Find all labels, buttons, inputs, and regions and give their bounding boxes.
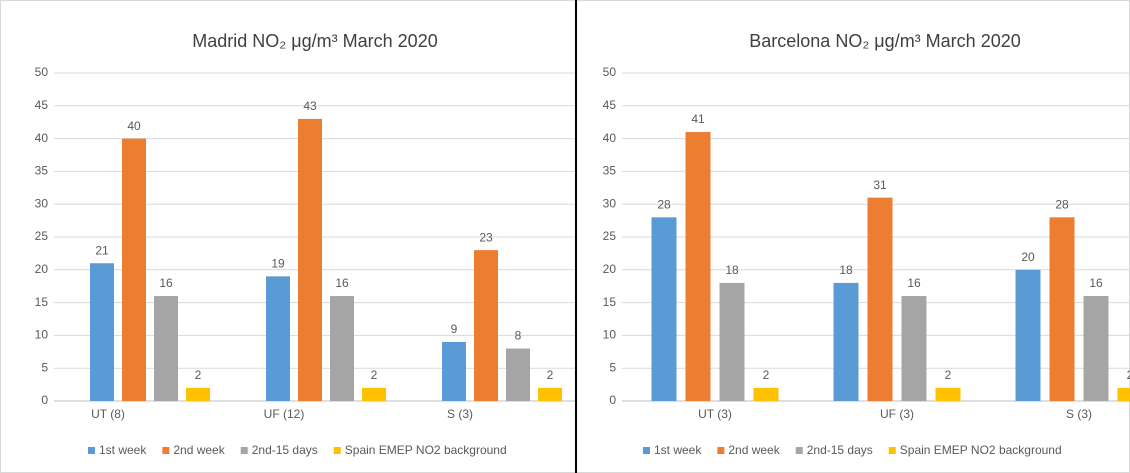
x-tick-label: UF (3) xyxy=(880,407,914,421)
y-tick-label: 0 xyxy=(609,393,616,407)
x-tick-label: UT (8) xyxy=(91,407,125,421)
data-label: 31 xyxy=(873,178,887,192)
bar xyxy=(867,197,893,401)
data-label: 2 xyxy=(195,368,202,382)
bar xyxy=(651,217,677,401)
y-tick-label: 20 xyxy=(35,262,49,276)
data-label: 23 xyxy=(479,230,493,244)
data-label: 18 xyxy=(725,263,739,277)
bar xyxy=(122,138,146,401)
bar xyxy=(833,282,859,401)
data-label: 19 xyxy=(271,257,285,271)
data-label: 21 xyxy=(95,243,109,257)
y-tick-label: 35 xyxy=(35,164,49,178)
data-label: 2 xyxy=(1127,368,1130,382)
legend-swatch xyxy=(162,447,170,454)
y-tick-label: 10 xyxy=(35,328,49,342)
x-tick-label: S (3) xyxy=(1066,407,1092,421)
bar xyxy=(362,387,386,401)
data-label: 2 xyxy=(763,368,770,382)
y-tick-label: 35 xyxy=(603,164,617,178)
bar xyxy=(266,276,290,401)
bar xyxy=(719,282,745,401)
bar xyxy=(90,263,114,401)
bar xyxy=(298,118,322,402)
data-label: 9 xyxy=(451,322,458,336)
bar xyxy=(753,387,779,401)
x-tick-label: UF (12) xyxy=(264,407,305,421)
legend-label: 2nd week xyxy=(728,443,780,457)
panel: Madrid NO₂ μg/m³ March 2020 0 5 10 15 20 25 30 3… xyxy=(35,31,575,457)
x-tick-label: UT (3) xyxy=(698,407,732,421)
y-tick-label: 15 xyxy=(603,295,617,309)
data-label: 16 xyxy=(159,276,173,290)
y-tick-label: 10 xyxy=(603,328,617,342)
data-label: 41 xyxy=(691,112,705,126)
legend-swatch xyxy=(240,447,248,454)
y-tick-label: 0 xyxy=(41,393,48,407)
legend-label: 2nd-15 days xyxy=(252,443,318,457)
data-label: 2 xyxy=(945,368,952,382)
data-label: 40 xyxy=(127,119,141,133)
data-label: 8 xyxy=(515,329,522,343)
legend-label: 2nd week xyxy=(173,443,225,457)
bar xyxy=(186,387,210,401)
chart-title: Madrid NO₂ μg/m³ March 2020 xyxy=(192,31,437,51)
y-tick-label: 30 xyxy=(35,196,49,210)
data-label: 16 xyxy=(335,276,349,290)
data-label: 28 xyxy=(657,197,671,211)
legend-label: 1st week xyxy=(654,443,702,457)
bar xyxy=(1117,387,1130,401)
y-tick-label: 25 xyxy=(35,229,49,243)
data-label: 28 xyxy=(1055,197,1069,211)
legend-swatch xyxy=(333,447,341,454)
y-tick-label: 20 xyxy=(603,262,617,276)
legend-swatch xyxy=(795,447,803,454)
y-tick-label: 50 xyxy=(603,65,617,79)
bar xyxy=(538,387,562,401)
y-tick-label: 40 xyxy=(603,131,617,145)
y-tick-label: 45 xyxy=(35,98,49,112)
legend-label: 1st week xyxy=(99,443,147,457)
x-tick-label: S (3) xyxy=(447,407,473,421)
legend-label: Spain EMEP NO2 background xyxy=(345,443,507,457)
bar xyxy=(1049,217,1075,401)
bar xyxy=(1083,296,1109,401)
y-tick-label: 5 xyxy=(41,360,48,374)
y-tick-label: 5 xyxy=(609,360,616,374)
y-tick-label: 25 xyxy=(603,229,617,243)
legend-swatch xyxy=(888,447,896,454)
legend-swatch xyxy=(717,447,725,454)
bar xyxy=(474,250,498,401)
data-label: 2 xyxy=(371,368,378,382)
data-label: 18 xyxy=(839,263,853,277)
bar xyxy=(442,341,466,401)
bar xyxy=(154,296,178,401)
chart-title: Barcelona NO₂ μg/m³ March 2020 xyxy=(749,31,1020,51)
panel: Barcelona NO₂ μg/m³ March 20200510152025… xyxy=(603,31,1130,457)
bar xyxy=(685,132,711,402)
data-label: 43 xyxy=(303,99,317,113)
legend-swatch xyxy=(643,447,650,454)
bar xyxy=(1015,269,1041,401)
legend-label: 2nd-15 days xyxy=(807,443,873,457)
y-tick-label: 45 xyxy=(603,98,617,112)
bar xyxy=(935,387,961,401)
data-label: 16 xyxy=(907,276,921,290)
bar xyxy=(901,296,927,401)
legend-label: Spain EMEP NO2 background xyxy=(900,443,1062,457)
data-label: 16 xyxy=(1089,276,1103,290)
bar xyxy=(330,296,354,401)
data-label: 20 xyxy=(1021,250,1035,264)
y-tick-label: 50 xyxy=(35,65,49,79)
y-tick-label: 15 xyxy=(35,295,49,309)
y-tick-label: 40 xyxy=(35,131,49,145)
bar xyxy=(506,348,530,401)
data-label: 2 xyxy=(547,368,554,382)
legend-swatch xyxy=(88,447,95,454)
y-tick-label: 30 xyxy=(603,196,617,210)
